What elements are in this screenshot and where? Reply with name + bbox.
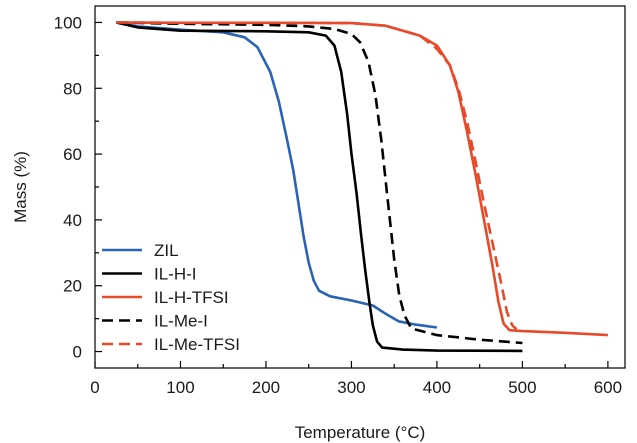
- series-line-il-h-tfsi: [116, 21, 608, 337]
- y-tick-label: 80: [63, 79, 82, 98]
- x-tick-label: 500: [508, 378, 536, 397]
- legend-label: IL-Me-I: [154, 312, 208, 331]
- series-group: [116, 21, 608, 353]
- y-tick-label: 0: [73, 343, 82, 362]
- legend-label: IL-Me-TFSI: [154, 335, 240, 354]
- x-tick-label: 400: [423, 378, 451, 397]
- x-tick-label: 100: [166, 378, 194, 397]
- series-line-il-me-i: [116, 21, 523, 345]
- y-tick-label: 100: [54, 13, 82, 32]
- series-line-zil: [116, 21, 438, 329]
- series-line-il-h-i: [116, 21, 523, 353]
- y-tick-label: 60: [63, 145, 82, 164]
- y-axis-label: Mass (%): [11, 151, 30, 223]
- x-axis-label: Temperature (°C): [295, 423, 426, 442]
- x-tick-label: 600: [594, 378, 622, 397]
- x-tick-label: 200: [252, 378, 280, 397]
- axes-ticks: 0 100 200 300 400 500 600 0 20 40 60 80 100: [54, 13, 622, 397]
- x-tick-label: 0: [90, 378, 99, 397]
- legend: ZIL IL-H-I IL-H-TFSI IL-Me-I IL-Me-TFSI: [102, 241, 240, 354]
- legend-label: IL-H-I: [154, 265, 197, 284]
- x-tick-label: 300: [337, 378, 365, 397]
- legend-label: IL-H-TFSI: [154, 288, 229, 307]
- legend-label: ZIL: [154, 241, 179, 260]
- y-tick-label: 40: [63, 211, 82, 230]
- series-line-il-me-tfsi: [116, 21, 518, 331]
- y-tick-label: 20: [63, 277, 82, 296]
